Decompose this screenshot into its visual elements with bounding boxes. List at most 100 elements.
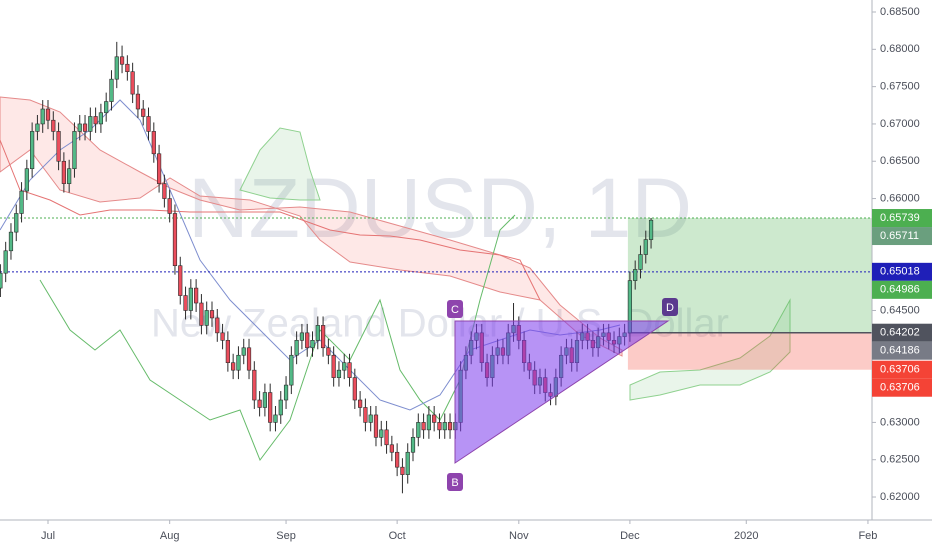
candle-body	[342, 362, 347, 371]
candle-body	[188, 287, 193, 311]
candle-body	[0, 272, 3, 289]
pattern: C B D	[447, 298, 678, 491]
candle-body	[204, 310, 209, 326]
candle-body	[51, 119, 56, 132]
ichimoku-cloud	[0, 96, 791, 462]
y-tick-label: 0.67500	[880, 81, 920, 93]
price-tag	[872, 262, 932, 281]
candle-body	[72, 131, 77, 170]
y-tick-label: 0.68500	[880, 6, 920, 18]
y-tick-label: 0.66500	[880, 155, 920, 167]
candle-body	[114, 56, 119, 80]
price-tag	[872, 360, 932, 379]
candle-body	[146, 116, 151, 132]
candle-body	[61, 160, 66, 184]
candle-body	[421, 422, 426, 431]
candle-body	[98, 112, 103, 125]
candle-body	[56, 131, 61, 162]
y-tick-label: 0.67000	[880, 118, 920, 130]
x-tick-label: Dec	[620, 530, 640, 542]
candle-body	[8, 231, 14, 252]
candle-body	[442, 422, 447, 431]
candle-body	[331, 354, 336, 378]
price-tag-label: 0.64202	[880, 327, 920, 339]
candle-body	[283, 384, 289, 401]
candle-body	[262, 392, 267, 408]
candle-body	[278, 399, 283, 416]
candle-body	[289, 354, 294, 386]
candle-body	[178, 265, 183, 296]
candle-body	[14, 213, 19, 233]
candle-body	[252, 369, 257, 401]
candle-body	[194, 287, 199, 304]
candle-body	[358, 399, 363, 408]
candle-body	[384, 429, 389, 446]
candle-body	[246, 347, 252, 371]
candle-body	[379, 429, 384, 438]
candle-body	[225, 340, 230, 364]
candle-body	[643, 239, 648, 255]
candle-body	[315, 325, 320, 341]
candle-body	[104, 101, 109, 114]
candle-body	[77, 123, 82, 132]
candle-body	[648, 219, 654, 240]
candle-body	[236, 354, 241, 371]
y-tick-label: 0.68000	[880, 43, 920, 55]
loss-zone	[627, 332, 872, 370]
pattern-point	[447, 300, 463, 318]
candle-body	[633, 269, 638, 281]
candle-body	[45, 108, 51, 121]
x-tick-label: Sep	[276, 530, 296, 542]
candle-body	[273, 414, 278, 423]
price-tag-label: 0.65018	[880, 266, 920, 278]
candle-body	[638, 254, 643, 270]
pattern-label: B	[451, 477, 458, 489]
pattern-point	[662, 298, 678, 316]
price-tag	[872, 280, 932, 299]
candle-body	[410, 437, 416, 453]
candle-body	[389, 444, 394, 453]
candle-body	[447, 422, 453, 431]
price-tag-label: 0.64186	[880, 345, 920, 357]
candle-body	[156, 153, 162, 184]
price-tag	[872, 341, 932, 360]
candle-body	[299, 332, 305, 341]
candle-body	[326, 347, 331, 356]
candle-body	[30, 131, 35, 170]
y-tick-label: 0.62000	[880, 491, 920, 503]
candle-body	[93, 116, 98, 125]
candle-body	[310, 340, 315, 349]
candle-body	[220, 332, 225, 341]
candle-body	[135, 93, 141, 110]
candle-body	[432, 414, 437, 423]
candle-body	[141, 108, 146, 117]
candle-body	[305, 332, 310, 349]
candle-body	[119, 56, 125, 65]
candle-body	[19, 190, 24, 214]
candle-body	[109, 78, 114, 102]
candle-body	[209, 310, 215, 319]
x-tick-label: Jul	[41, 530, 55, 542]
price-tag	[872, 323, 932, 342]
candle-body	[416, 422, 421, 438]
candle-body	[82, 123, 88, 132]
x-tick-label: Nov	[509, 530, 529, 542]
price-tag	[872, 227, 932, 246]
candle-body	[151, 131, 156, 155]
y-tick-label: 0.64500	[880, 304, 920, 316]
candle-body	[257, 399, 262, 408]
candle-body	[215, 317, 220, 334]
candle-body	[88, 116, 93, 132]
x-tick-label: 2020	[734, 530, 758, 542]
candle-body	[347, 362, 352, 378]
candle-body	[3, 250, 8, 274]
price-tag-label: 0.64986	[880, 284, 920, 296]
candle-body	[373, 414, 379, 438]
candle-body	[125, 63, 130, 73]
price-tag-label: 0.65711	[880, 230, 919, 242]
price-tag-label: 0.65739	[880, 212, 920, 224]
pattern-point	[447, 473, 463, 491]
y-tick-label: 0.66000	[880, 192, 920, 204]
x-tick-label: Oct	[389, 530, 406, 542]
